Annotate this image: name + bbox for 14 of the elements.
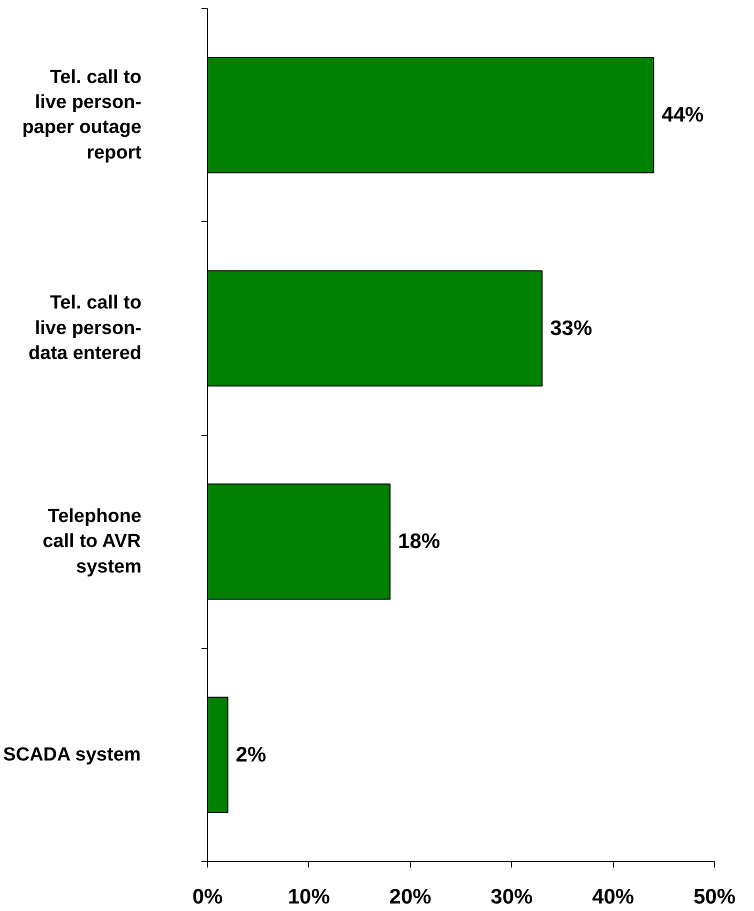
x-tick-label: 0% (192, 886, 224, 908)
data-label: 44% (662, 104, 704, 127)
x-tick-label: 20% (389, 886, 432, 908)
y-tick-label: SCADA system (3, 744, 141, 766)
y-tick-label: Tel. call to live person-data entered (28, 292, 142, 364)
y-tick-label: Telephone call to AVR system (42, 506, 142, 578)
y-tick-label: Tel. call to live person-paper outage report (22, 66, 142, 164)
x-tick-label: 30% (490, 886, 534, 908)
x-tick-label: 50% (693, 886, 736, 908)
data-label: 18% (398, 530, 440, 554)
data-label: 33% (550, 316, 592, 340)
x-tick-label: 40% (592, 886, 634, 908)
x-tick-label: 10% (288, 886, 330, 908)
data-label: 2% (236, 743, 266, 766)
